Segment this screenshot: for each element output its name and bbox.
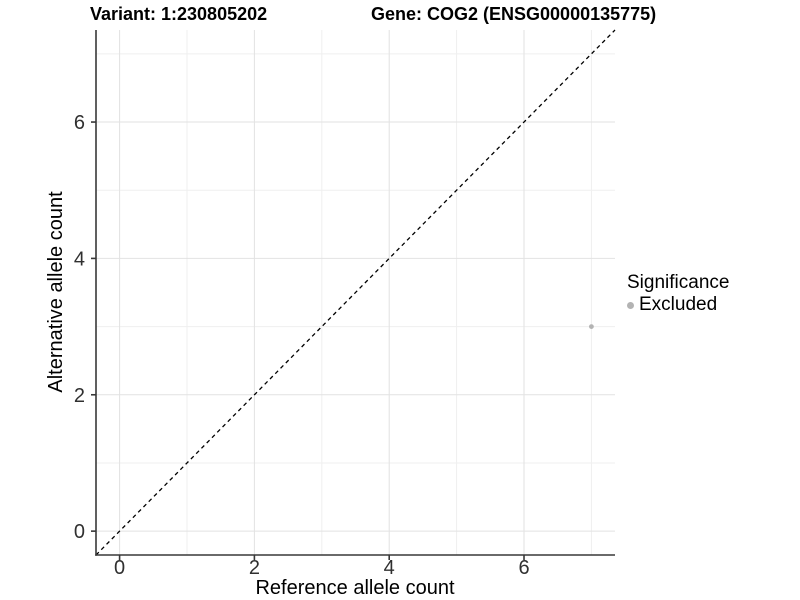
- y-tick-label: 2: [74, 385, 85, 407]
- y-tick-label: 0: [74, 521, 85, 543]
- legend: Significance Excluded: [627, 273, 729, 315]
- legend-title: Significance: [627, 272, 730, 293]
- gene-title: Gene: COG2 (ENSG00000135775): [371, 4, 657, 24]
- excluded-swatch-icon: [627, 301, 634, 309]
- legend-item-excluded: Excluded: [627, 295, 729, 315]
- x-tick-label: 4: [384, 557, 395, 579]
- legend-item-label: Excluded: [639, 294, 718, 315]
- identity-reference-line: [95, 29, 616, 556]
- y-tick-label: 6: [74, 112, 85, 134]
- x-tick-label: 0: [114, 557, 125, 579]
- plot-panel: 0 2 4 6 0 2 4 6: [74, 29, 616, 579]
- variant-title: Variant: 1:230805202: [90, 4, 268, 24]
- x-axis-title: Reference allele count: [255, 577, 454, 599]
- y-tick-label: 4: [74, 248, 85, 270]
- x-tick-label: 2: [249, 557, 260, 579]
- x-tick-label: 6: [518, 557, 529, 579]
- data-point-excluded: [589, 324, 594, 329]
- y-axis-title: Alternative allele count: [45, 191, 67, 393]
